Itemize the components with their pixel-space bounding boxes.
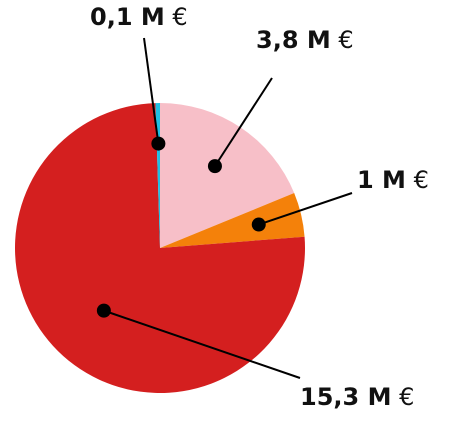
leader-dot xyxy=(151,136,166,151)
leader-line xyxy=(258,192,353,226)
leader-lines-layer xyxy=(96,37,353,379)
leader-line xyxy=(143,37,160,144)
slice-label-15-3m: 15,3 M € xyxy=(300,383,414,411)
slice-value: 0,1 M xyxy=(90,3,165,31)
slice-unit: € xyxy=(338,26,354,54)
slice-unit: € xyxy=(172,3,188,31)
slice-label-1m: 1 M € xyxy=(357,166,429,194)
slice-value: 3,8 M xyxy=(256,26,331,54)
slice-15-3m xyxy=(14,103,305,393)
slice-label-3-8m: 3,8 M € xyxy=(256,26,354,54)
slice-value: 15,3 M xyxy=(300,383,392,411)
leader-dot xyxy=(96,303,111,318)
slice-value: 1 M xyxy=(357,166,406,194)
leader-line xyxy=(214,77,273,167)
slice-unit: € xyxy=(413,166,429,194)
slice-unit: € xyxy=(399,383,415,411)
leader-line xyxy=(103,309,301,379)
slices-layer xyxy=(14,103,305,393)
slice-1m xyxy=(160,193,305,248)
slice-3-8m xyxy=(160,103,295,248)
leader-dot xyxy=(251,217,266,232)
slice-label-0-1m: 0,1 M € xyxy=(90,3,188,31)
leader-dot xyxy=(207,159,222,174)
